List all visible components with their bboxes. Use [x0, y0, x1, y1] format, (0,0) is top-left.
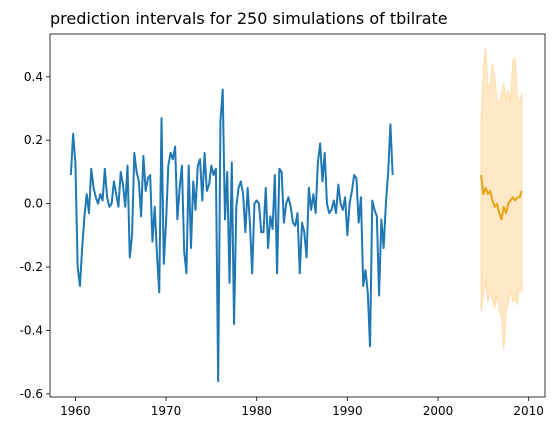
- prediction-band: [480, 48, 523, 350]
- y-tick-label: -0.2: [20, 260, 43, 274]
- x-tick-label: 2000: [423, 404, 454, 418]
- y-tick-label: 0.0: [24, 197, 43, 211]
- x-tick-label: 1980: [241, 404, 272, 418]
- y-tick-label: -0.6: [20, 387, 43, 401]
- x-tick-label: 1960: [60, 404, 91, 418]
- y-tick-label: -0.4: [20, 323, 43, 337]
- y-tick-label: 0.4: [24, 70, 43, 84]
- x-tick-label: 1990: [332, 404, 363, 418]
- forecast-line: [480, 174, 523, 221]
- plot-area: [69, 48, 523, 383]
- axes-frame: [49, 33, 546, 398]
- history-line: [69, 88, 394, 383]
- chart-title: prediction intervals for 250 simulations…: [50, 9, 448, 28]
- y-tick-label: 0.2: [24, 133, 43, 147]
- x-tick-label: 2010: [513, 404, 544, 418]
- axes: 1960 1970 1980 1990 2000 2010 -0.6 -0.4 -0.2 0.0 0…: [20, 33, 546, 418]
- x-tick-label: 1970: [151, 404, 182, 418]
